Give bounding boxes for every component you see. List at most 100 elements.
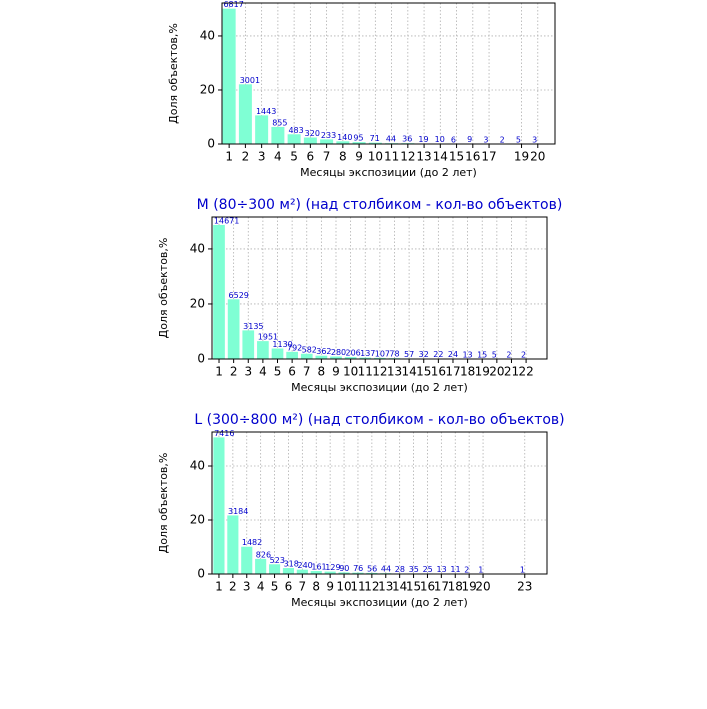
- count-label: 320: [305, 129, 320, 138]
- count-label: 6817: [223, 0, 243, 9]
- count-label: 15: [477, 351, 487, 360]
- x-tick-label: 23: [517, 580, 532, 594]
- x-tick-label: 18: [460, 365, 475, 379]
- count-label: 11: [450, 565, 460, 574]
- x-axis-label: Месяцы экспозиции (до 2 лет): [291, 381, 468, 394]
- count-label: 95: [353, 134, 363, 143]
- count-label: 233: [321, 131, 336, 140]
- count-label: 2: [464, 566, 469, 575]
- x-tick-label: 3: [258, 150, 266, 164]
- count-label: 9: [467, 135, 472, 144]
- count-label: 36: [402, 135, 412, 144]
- count-label: 22: [433, 350, 443, 359]
- x-tick-label: 16: [465, 150, 480, 164]
- count-label: 71: [370, 134, 380, 143]
- count-label: 13: [436, 565, 446, 574]
- x-tick-label: 9: [355, 150, 363, 164]
- count-label: 2: [521, 351, 526, 360]
- y-axis-label: Доля объектов,%: [167, 23, 180, 124]
- count-label: 14671: [214, 216, 239, 225]
- x-tick-label: 7: [299, 580, 307, 594]
- count-label: 28: [395, 565, 405, 574]
- x-tick-label: 16: [431, 365, 446, 379]
- bar: [228, 299, 240, 359]
- count-label: 76: [353, 564, 363, 573]
- count-label: 280: [331, 348, 346, 357]
- count-label: 1: [520, 566, 525, 575]
- y-tick-label: 0: [207, 137, 215, 151]
- count-label: 32: [419, 350, 429, 359]
- count-label: 2: [500, 136, 505, 145]
- count-label: 2: [506, 351, 511, 360]
- bar: [213, 437, 224, 574]
- x-tick-label: 3: [244, 365, 252, 379]
- count-label: 44: [386, 135, 396, 144]
- x-tick-label: 17: [481, 150, 496, 164]
- chart-title: M (80÷300 м²) (над столбиком - кол-во об…: [197, 197, 563, 213]
- count-label: 792: [287, 343, 302, 352]
- bar: [269, 564, 280, 574]
- bar: [223, 9, 236, 144]
- bar: [286, 352, 298, 359]
- x-tick-label: 2: [229, 580, 237, 594]
- count-label: 6: [451, 136, 456, 145]
- count-label: 1443: [256, 107, 276, 116]
- y-tick-label: 20: [200, 82, 215, 96]
- y-tick-label: 20: [190, 513, 205, 527]
- count-label: 1482: [242, 538, 262, 547]
- x-tick-label: 11: [358, 365, 373, 379]
- x-tick-label: 12: [372, 365, 387, 379]
- count-label: 19: [418, 135, 428, 144]
- x-tick-label: 9: [326, 580, 334, 594]
- x-tick-label: 6: [307, 150, 315, 164]
- x-tick-label: 1: [215, 580, 223, 594]
- x-tick-label: 8: [339, 150, 347, 164]
- x-tick-label: 9: [332, 365, 340, 379]
- x-tick-label: 6: [288, 365, 296, 379]
- x-tick-label: 2: [230, 365, 238, 379]
- bar: [213, 225, 225, 359]
- x-tick-label: 22: [518, 365, 533, 379]
- x-tick-label: 20: [475, 580, 490, 594]
- count-label: 7416: [214, 429, 234, 438]
- x-tick-label: 15: [449, 150, 464, 164]
- x-tick-label: 11: [384, 150, 399, 164]
- bar: [227, 515, 238, 574]
- count-label: 855: [272, 118, 287, 127]
- count-label: 24: [448, 350, 458, 359]
- bar: [297, 570, 308, 574]
- count-label: 5: [492, 351, 497, 360]
- count-label: 107: [375, 349, 390, 358]
- count-label: 44: [381, 565, 391, 574]
- count-label: 3: [483, 136, 488, 145]
- x-tick-label: 14: [401, 365, 416, 379]
- x-tick-label: 8: [318, 365, 326, 379]
- count-label: 3001: [240, 76, 260, 85]
- count-label: 10: [435, 135, 445, 144]
- count-label: 206: [346, 349, 361, 358]
- x-tick-label: 8: [312, 580, 320, 594]
- y-axis-label: Доля объектов,%: [157, 453, 170, 554]
- x-tick-label: 20: [489, 365, 504, 379]
- y-tick-label: 40: [190, 459, 205, 473]
- count-label: 56: [367, 564, 377, 573]
- bar: [304, 138, 317, 144]
- x-tick-label: 1: [225, 150, 233, 164]
- bar: [272, 349, 284, 359]
- bar: [271, 127, 284, 144]
- count-label: 57: [404, 350, 414, 359]
- count-label: 5: [516, 136, 521, 145]
- count-label: 25: [423, 565, 433, 574]
- bar: [320, 139, 333, 144]
- count-label: 582: [302, 345, 317, 354]
- x-tick-label: 17: [445, 365, 460, 379]
- x-tick-label: 7: [323, 150, 331, 164]
- count-label: 35: [409, 565, 419, 574]
- bar: [288, 134, 301, 144]
- x-tick-label: 14: [433, 150, 448, 164]
- count-label: 13: [462, 351, 472, 360]
- count-label: 483: [288, 126, 303, 135]
- y-axis-label: Доля объектов,%: [157, 238, 170, 339]
- x-tick-label: 3: [243, 580, 251, 594]
